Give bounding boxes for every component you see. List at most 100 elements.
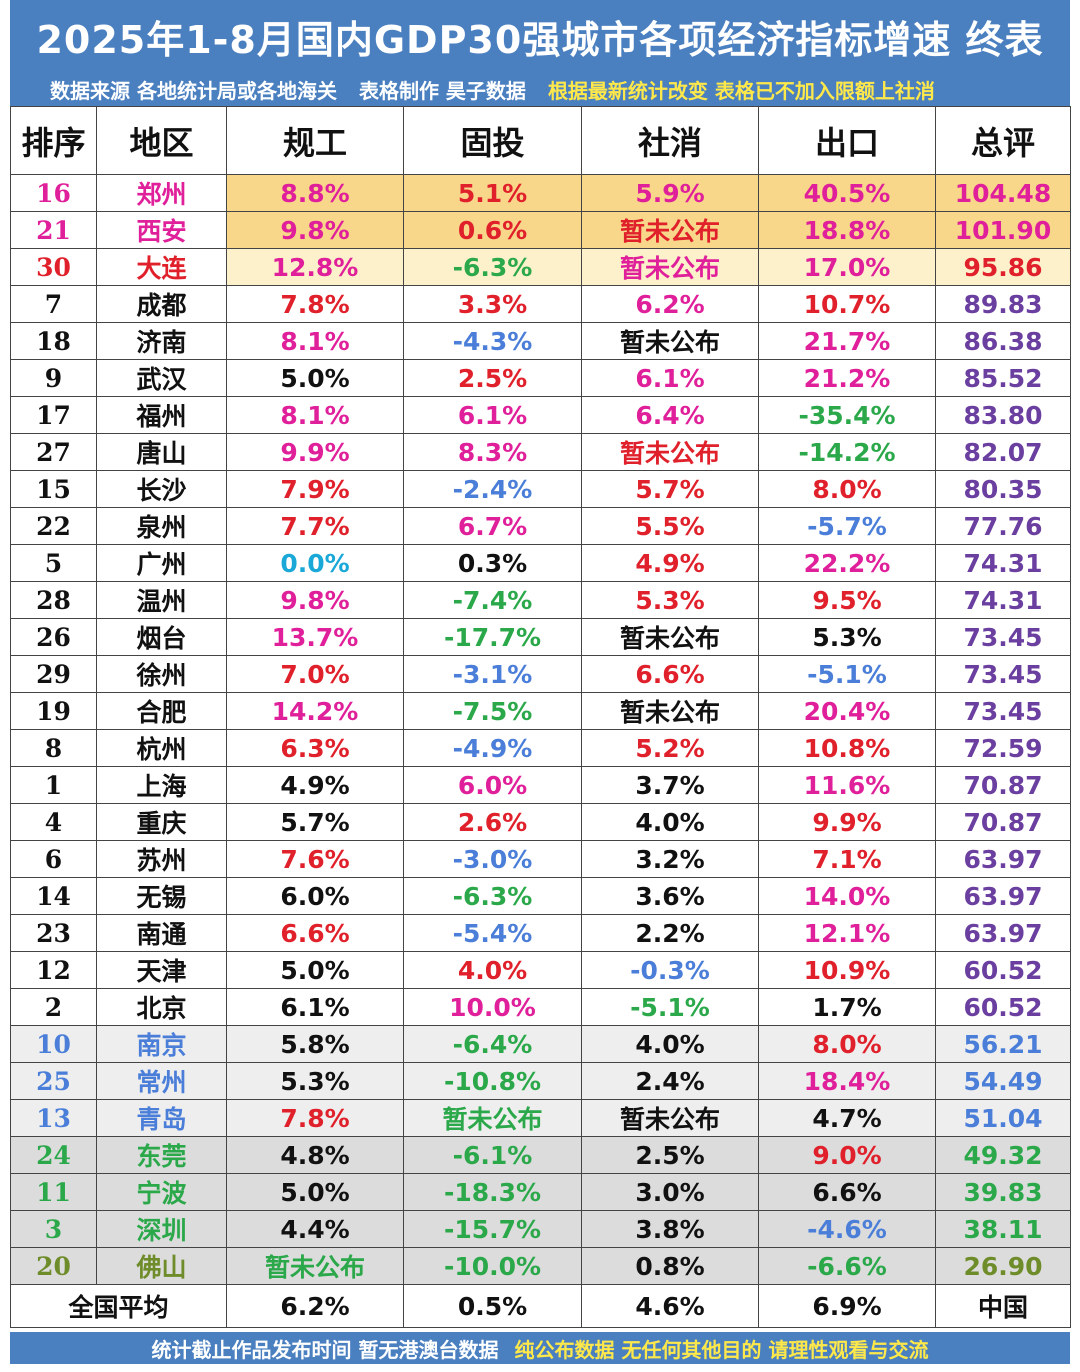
table-row: 11 宁波 5.0% -18.3% 3.0% 6.6% 39.83 bbox=[10, 1173, 1071, 1211]
rank-cell: 10 bbox=[10, 1025, 97, 1063]
city-cell: 青岛 bbox=[96, 1099, 227, 1137]
city-cell: 长沙 bbox=[96, 470, 227, 508]
table-row: 22 泉州 7.7% 6.7% 5.5% -5.7% 77.76 bbox=[10, 507, 1071, 545]
rank-cell: 6 bbox=[10, 840, 97, 878]
industry-cell: 7.0% bbox=[226, 655, 404, 693]
city-cell: 福州 bbox=[96, 396, 227, 434]
export-cell: 9.9% bbox=[758, 803, 936, 841]
rank-cell: 20 bbox=[10, 1247, 97, 1285]
industry-cell: 9.9% bbox=[226, 433, 404, 471]
export-cell: -14.2% bbox=[758, 433, 936, 471]
header-export: 出口 bbox=[758, 106, 936, 175]
investment-cell: 0.3% bbox=[403, 544, 582, 582]
rank-cell: 11 bbox=[10, 1173, 97, 1211]
city-cell: 深圳 bbox=[96, 1210, 227, 1248]
investment-cell: -2.4% bbox=[403, 470, 582, 508]
industry-cell: 13.7% bbox=[226, 618, 404, 656]
table-row: 5 广州 0.0% 0.3% 4.9% 22.2% 74.31 bbox=[10, 544, 1071, 582]
score-cell: 73.45 bbox=[935, 655, 1071, 693]
table-row: 2 北京 6.1% 10.0% -5.1% 1.7% 60.52 bbox=[10, 988, 1071, 1026]
rank-cell: 13 bbox=[10, 1099, 97, 1137]
table-row: 16 郑州 8.8% 5.1% 5.9% 40.5% 104.48 bbox=[10, 174, 1071, 212]
export-cell: 8.0% bbox=[758, 1025, 936, 1063]
city-cell: 南京 bbox=[96, 1025, 227, 1063]
investment-cell: 3.3% bbox=[403, 285, 582, 323]
retail-cell: 暂未公布 bbox=[581, 618, 759, 656]
retail-cell: 2.2% bbox=[581, 914, 759, 952]
data-source-text: 数据来源 各地统计局或各地海关 bbox=[50, 78, 337, 103]
export-cell: 9.5% bbox=[758, 581, 936, 619]
city-cell: 南通 bbox=[96, 914, 227, 952]
city-cell: 重庆 bbox=[96, 803, 227, 841]
score-cell: 39.83 bbox=[935, 1173, 1071, 1211]
rank-cell: 29 bbox=[10, 655, 97, 693]
stat-note-text: 根据最新统计改变 表格已不加入限额上社消 bbox=[547, 78, 935, 103]
rank-cell: 2 bbox=[10, 988, 97, 1026]
export-cell: 10.8% bbox=[758, 729, 936, 767]
table-row: 29 徐州 7.0% -3.1% 6.6% -5.1% 73.45 bbox=[10, 655, 1071, 693]
retail-cell: 暂未公布 bbox=[581, 692, 759, 730]
rank-cell: 23 bbox=[10, 914, 97, 952]
header-rank: 排序 bbox=[10, 106, 97, 175]
score-cell: 51.04 bbox=[935, 1099, 1071, 1137]
retail-cell: 2.4% bbox=[581, 1062, 759, 1100]
investment-cell: -4.3% bbox=[403, 322, 582, 360]
score-cell: 63.97 bbox=[935, 914, 1071, 952]
rank-cell: 14 bbox=[10, 877, 97, 915]
score-cell: 77.76 bbox=[935, 507, 1071, 545]
export-cell: 7.1% bbox=[758, 840, 936, 878]
investment-cell: 6.0% bbox=[403, 766, 582, 804]
industry-cell: 4.8% bbox=[226, 1136, 404, 1174]
city-cell: 烟台 bbox=[96, 618, 227, 656]
average-retail: 4.6% bbox=[581, 1284, 759, 1328]
score-cell: 26.90 bbox=[935, 1247, 1071, 1285]
average-investment: 0.5% bbox=[403, 1284, 582, 1328]
investment-cell: 4.0% bbox=[403, 951, 582, 989]
header-score: 总评 bbox=[935, 106, 1071, 175]
city-cell: 天津 bbox=[96, 951, 227, 989]
industry-cell: 8.1% bbox=[226, 322, 404, 360]
national-average-row: 全国平均 6.2% 0.5% 4.6% 6.9% 中国 bbox=[10, 1284, 1071, 1328]
table-row: 12 天津 5.0% 4.0% -0.3% 10.9% 60.52 bbox=[10, 951, 1071, 989]
export-cell: 8.0% bbox=[758, 470, 936, 508]
city-cell: 宁波 bbox=[96, 1173, 227, 1211]
score-cell: 82.07 bbox=[935, 433, 1071, 471]
rank-cell: 12 bbox=[10, 951, 97, 989]
retail-cell: -0.3% bbox=[581, 951, 759, 989]
table-row: 3 深圳 4.4% -15.7% 3.8% -4.6% 38.11 bbox=[10, 1210, 1071, 1248]
city-cell: 郑州 bbox=[96, 174, 227, 212]
export-cell: 21.7% bbox=[758, 322, 936, 360]
rank-cell: 22 bbox=[10, 507, 97, 545]
table-row: 7 成都 7.8% 3.3% 6.2% 10.7% 89.83 bbox=[10, 285, 1071, 323]
rank-cell: 21 bbox=[10, 211, 97, 249]
retail-cell: 3.7% bbox=[581, 766, 759, 804]
rank-cell: 17 bbox=[10, 396, 97, 434]
export-cell: 18.4% bbox=[758, 1062, 936, 1100]
export-cell: 20.4% bbox=[758, 692, 936, 730]
export-cell: 21.2% bbox=[758, 359, 936, 397]
industry-cell: 5.8% bbox=[226, 1025, 404, 1063]
table-row: 25 常州 5.3% -10.8% 2.4% 18.4% 54.49 bbox=[10, 1062, 1071, 1100]
table-row: 17 福州 8.1% 6.1% 6.4% -35.4% 83.80 bbox=[10, 396, 1071, 434]
score-cell: 60.52 bbox=[935, 988, 1071, 1026]
page-title: 2025年1-8月国内GDP30强城市各项经济指标增速 终表 bbox=[10, 0, 1070, 72]
industry-cell: 6.6% bbox=[226, 914, 404, 952]
export-cell: -5.1% bbox=[758, 655, 936, 693]
footer-disclaimer-text: 纯公布数据 无任何其他目的 请理性观看与交流 bbox=[514, 1337, 929, 1362]
investment-cell: -10.0% bbox=[403, 1247, 582, 1285]
rank-cell: 15 bbox=[10, 470, 97, 508]
retail-cell: 3.8% bbox=[581, 1210, 759, 1248]
table-row: 23 南通 6.6% -5.4% 2.2% 12.1% 63.97 bbox=[10, 914, 1071, 952]
retail-cell: 6.6% bbox=[581, 655, 759, 693]
investment-cell: -17.7% bbox=[403, 618, 582, 656]
score-cell: 63.97 bbox=[935, 840, 1071, 878]
table-row: 19 合肥 14.2% -7.5% 暂未公布 20.4% 73.45 bbox=[10, 692, 1071, 730]
rank-cell: 25 bbox=[10, 1062, 97, 1100]
industry-cell: 5.7% bbox=[226, 803, 404, 841]
export-cell: 22.2% bbox=[758, 544, 936, 582]
investment-cell: 10.0% bbox=[403, 988, 582, 1026]
rank-cell: 7 bbox=[10, 285, 97, 323]
score-cell: 86.38 bbox=[935, 322, 1071, 360]
retail-cell: 6.2% bbox=[581, 285, 759, 323]
retail-cell: -5.1% bbox=[581, 988, 759, 1026]
